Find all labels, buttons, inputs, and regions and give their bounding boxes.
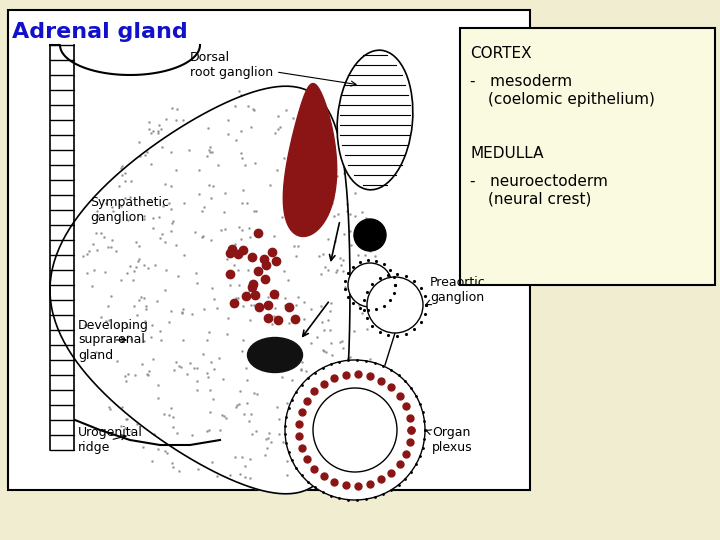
Text: Sympathetic
ganglion: Sympathetic ganglion (90, 196, 169, 224)
Text: Preaortic
ganglion: Preaortic ganglion (426, 276, 486, 305)
Circle shape (285, 360, 425, 500)
Bar (8, 10, 530, 490)
Polygon shape (50, 86, 350, 494)
Text: Adrenal gland: Adrenal gland (12, 22, 188, 42)
Text: Urogenital
ridge: Urogenital ridge (78, 426, 143, 454)
Ellipse shape (337, 50, 413, 190)
Text: Organ
plexus: Organ plexus (426, 426, 472, 454)
Circle shape (313, 388, 397, 472)
Text: MEDULLA: MEDULLA (470, 146, 544, 161)
Text: (coelomic epithelium): (coelomic epithelium) (488, 92, 655, 107)
Text: (neural crest): (neural crest) (488, 192, 591, 207)
Text: Developing
suprarenal
gland: Developing suprarenal gland (78, 319, 149, 361)
Polygon shape (283, 84, 337, 237)
Circle shape (367, 277, 423, 333)
Circle shape (354, 219, 386, 251)
Text: -   mesoderm: - mesoderm (470, 74, 572, 89)
Text: Dorsal
root ganglion: Dorsal root ganglion (190, 51, 356, 86)
Bar (460, 28, 715, 285)
Text: CORTEX: CORTEX (470, 46, 531, 61)
Circle shape (348, 263, 392, 307)
Ellipse shape (248, 338, 302, 373)
Text: -   neuroectoderm: - neuroectoderm (470, 174, 608, 189)
